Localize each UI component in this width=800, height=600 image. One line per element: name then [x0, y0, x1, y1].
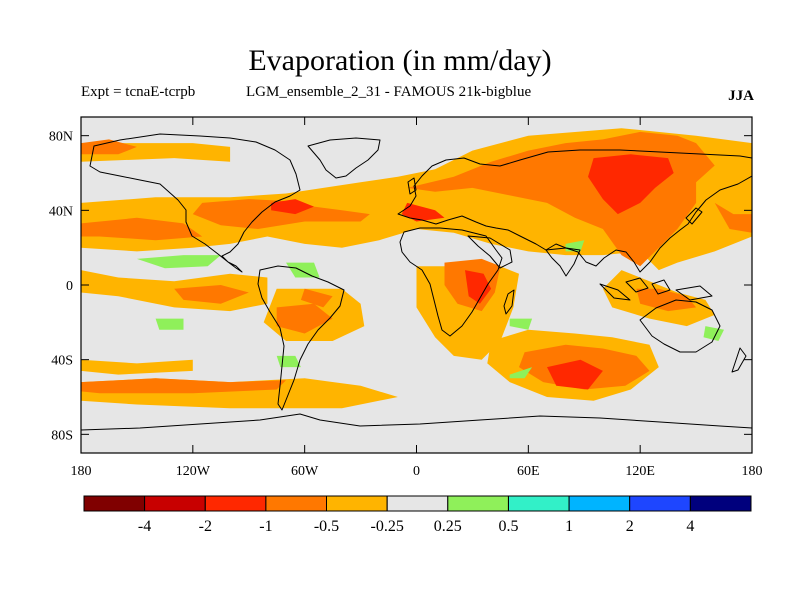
colorbar-swatch	[265, 495, 327, 512]
contour-field	[465, 270, 492, 304]
colorbar-label: 4	[686, 518, 694, 535]
colorbar-swatch	[83, 495, 146, 512]
colorbar-label: -1	[259, 518, 272, 535]
contour-field	[588, 154, 674, 215]
colorbar-label: -0.5	[314, 518, 339, 535]
contour-field	[155, 318, 184, 330]
colorbar-swatch	[204, 495, 267, 512]
colorbar-swatch	[689, 495, 752, 512]
contour-field	[300, 288, 333, 308]
contour-field	[509, 367, 533, 379]
lat-tick-label: 40N	[49, 204, 73, 219]
colorbar-label: 0.5	[499, 518, 519, 535]
contour-field	[509, 318, 533, 330]
contour-field	[81, 359, 193, 375]
colorbar-label: -2	[199, 518, 212, 535]
colorbar-swatch	[326, 495, 388, 512]
coastlines	[81, 133, 752, 431]
experiment-label: Expt = tcnaE-tcrpb	[81, 84, 196, 100]
colorbar-swatch	[144, 495, 206, 512]
contour-field	[271, 199, 314, 215]
figure-title: Evaporation (in mm/day)	[248, 44, 552, 77]
lon-tick-label: 120W	[176, 464, 211, 479]
contour-field	[174, 285, 249, 304]
contour-field	[136, 255, 221, 269]
lat-tick-label: 80N	[49, 130, 73, 145]
lon-tick-label: 180	[742, 464, 763, 479]
contour-field	[703, 326, 724, 341]
lon-tick-label: 0	[413, 464, 420, 479]
colorbar-label: -0.25	[371, 518, 404, 535]
contour-field	[286, 262, 320, 278]
contour-fields	[81, 128, 752, 409]
contour-field	[81, 378, 286, 394]
contour-field	[81, 139, 137, 155]
lon-tick-label: 120E	[625, 464, 655, 479]
contour-field	[636, 288, 697, 312]
contour-field	[192, 199, 370, 229]
season-label: JJA	[728, 88, 754, 104]
contour-field	[81, 217, 203, 241]
colorbar: -4 -2 -1 -0.5 -0.25 0.25 0.5 1 2 4	[83, 495, 752, 535]
lat-tick-label: 0	[66, 279, 73, 294]
colorbar-label: 0.25	[434, 518, 462, 535]
contour-field	[714, 202, 752, 233]
contour-field	[401, 202, 445, 222]
colorbar-swatch	[568, 495, 631, 512]
colorbar-swatch	[508, 495, 570, 512]
lat-tick-label: 40S	[51, 354, 73, 369]
colorbar-label: -4	[138, 518, 151, 535]
lat-tick-label: 80S	[51, 428, 73, 443]
colorbar-label: 1	[565, 518, 573, 535]
colorbar-swatch	[447, 495, 509, 512]
run-label: LGM_ensemble_2_31 - FAMOUS 21k-bigblue	[246, 84, 532, 100]
colorbar-label: 2	[626, 518, 634, 535]
colorbar-swatch	[386, 495, 449, 512]
axes: 80N 40N 0 40S 80S 180 120W 60W 0 60E 120E 180	[49, 117, 763, 479]
lon-tick-label: 180	[71, 464, 92, 479]
contour-field	[276, 303, 333, 334]
lon-tick-label: 60W	[291, 464, 319, 479]
lon-tick-label: 60E	[517, 464, 540, 479]
contour-field	[547, 359, 603, 390]
colorbar-swatch	[629, 495, 691, 512]
